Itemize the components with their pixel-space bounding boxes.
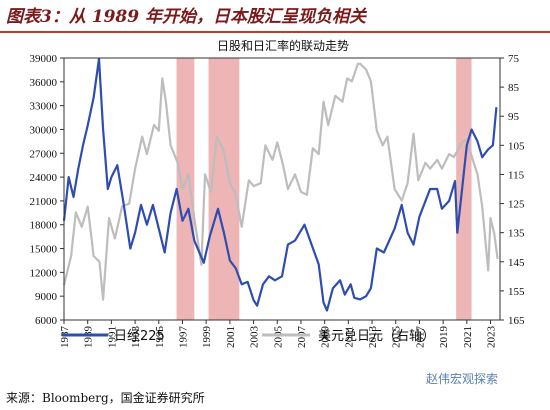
left-tick-label: 6000	[35, 315, 58, 327]
x-tick-label: 2003	[249, 326, 261, 349]
left-tick-label: 21000	[30, 196, 58, 208]
series-lines	[62, 57, 499, 312]
x-tick-label: 1997	[177, 326, 189, 349]
chart-title: 日股和日汇率的联动走势	[217, 38, 349, 53]
right-tick-label: 105	[508, 140, 525, 152]
left-tick-label: 27000	[30, 148, 58, 160]
chart-svg: 6000 9000 12000 15000 18000 21000 24000 27000 30…	[30, 38, 526, 348]
right-tick-label: 75	[508, 53, 520, 65]
left-tick-label: 30000	[30, 124, 58, 136]
left-tick-label: 12000	[30, 267, 58, 279]
x-tick-label: 1991	[106, 326, 118, 348]
right-tick-label: 155	[508, 286, 525, 298]
figure-title: 图表3：从 1989 年开始，日本股汇呈现负相关	[6, 7, 366, 27]
left-tick-label: 18000	[30, 220, 58, 232]
x-tick-label: 1993	[130, 326, 142, 349]
legend-label-usdjpy: 美元兑日元（右轴）	[318, 329, 435, 344]
x-tick-label: 2007	[296, 326, 308, 349]
right-tick-label: 95	[508, 111, 520, 123]
legend: 日经225 美元兑日元（右轴）	[62, 329, 435, 344]
left-tick-label: 9000	[35, 291, 58, 303]
x-tick-label: 2011	[343, 326, 355, 348]
plot-frame	[63, 57, 501, 321]
x-tick-label: 1995	[154, 326, 166, 349]
x-tick-label: 1987	[59, 326, 71, 349]
x-tick-label: 2005	[272, 326, 284, 349]
x-tick-label: 2013	[367, 326, 379, 349]
highlight-band	[176, 58, 195, 320]
source-note: 来源：Bloomberg，国金证券研究所	[6, 391, 205, 405]
x-tick-label: 2017	[414, 326, 426, 349]
highlight-band	[456, 58, 472, 320]
legend-label-nikkei: 日经225	[114, 329, 165, 344]
highlight-band	[208, 58, 240, 320]
highlight-bands	[176, 58, 472, 320]
x-tick-label: 2001	[225, 326, 237, 348]
left-tick-label: 24000	[30, 172, 58, 184]
left-tick-label: 39000	[30, 53, 58, 65]
left-tick-label: 15000	[30, 244, 58, 256]
x-tick-label: 2021	[462, 326, 474, 348]
title-rule	[0, 31, 550, 33]
left-tick-label: 33000	[30, 101, 58, 113]
x-tick-label: 1999	[201, 326, 213, 349]
right-tick-label: 165	[508, 315, 525, 327]
axes: 6000 9000 12000 15000 18000 21000 24000 27000 30…	[30, 53, 526, 348]
x-tick-label: 2009	[320, 326, 332, 349]
x-tick-label: 2019	[438, 326, 450, 349]
watermark-text: 赵伟宏观探索	[426, 372, 499, 386]
usdjpy-line	[62, 62, 499, 301]
right-tick-label: 115	[508, 169, 525, 181]
x-tick-label: 2015	[391, 326, 403, 349]
right-tick-label: 125	[508, 199, 525, 211]
left-tick-label: 36000	[30, 77, 58, 89]
nikkei-line	[62, 57, 498, 312]
right-tick-label: 135	[508, 228, 525, 240]
right-tick-label: 145	[508, 257, 525, 269]
x-tick-label: 1989	[83, 326, 95, 349]
x-tick-label: 2023	[486, 326, 498, 349]
right-tick-label: 85	[508, 82, 520, 94]
